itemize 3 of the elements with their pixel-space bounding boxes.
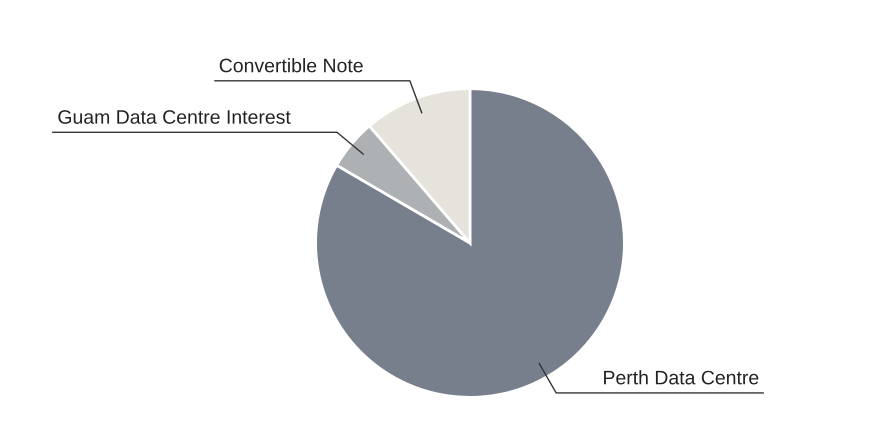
slice-label: Perth Data Centre [604, 370, 758, 384]
slice-label: Guam Data Centre Interest [58, 110, 291, 124]
slice-label: Convertible Note [220, 58, 363, 72]
